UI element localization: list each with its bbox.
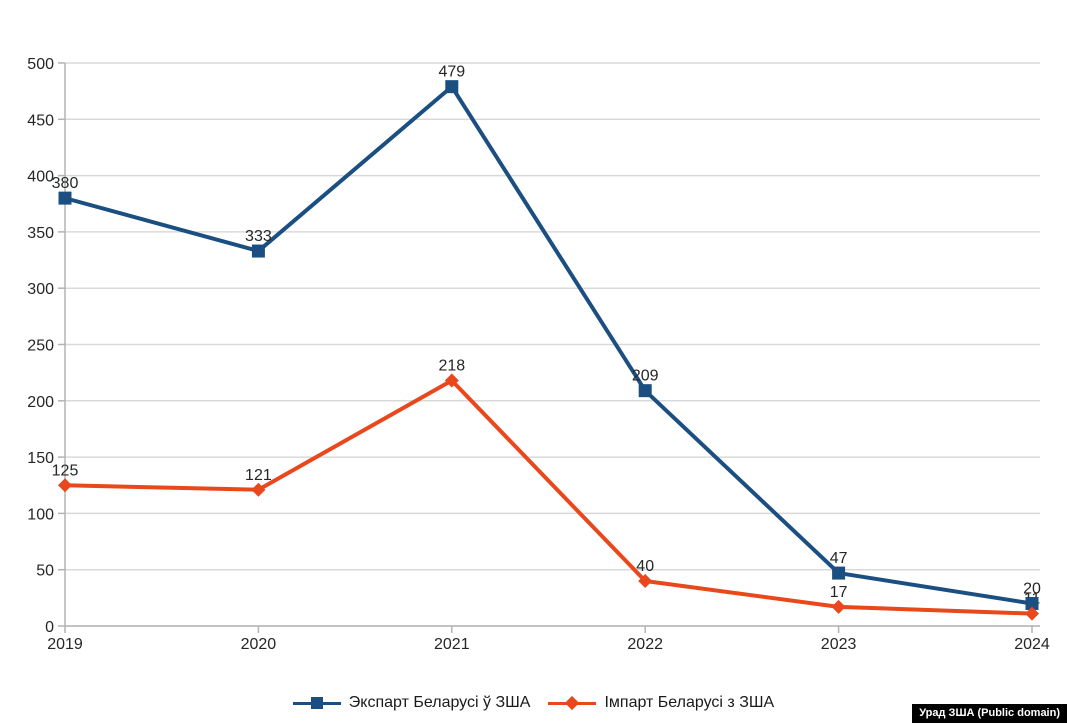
svg-text:2020: 2020 xyxy=(241,636,277,653)
legend-item-export: Экспарт Беларусі ў ЗША xyxy=(292,694,531,712)
svg-text:40: 40 xyxy=(636,558,654,575)
svg-text:150: 150 xyxy=(27,450,54,467)
chart-legend: Экспарт Беларусі ў ЗША Імпарт Беларусі з… xyxy=(0,694,1067,712)
svg-text:2024: 2024 xyxy=(1014,636,1050,653)
svg-text:2023: 2023 xyxy=(821,636,857,653)
svg-text:300: 300 xyxy=(27,281,54,298)
svg-text:20: 20 xyxy=(1023,580,1041,597)
legend-label-import: Імпарт Беларусі з ЗША xyxy=(604,694,775,711)
svg-text:209: 209 xyxy=(632,368,659,385)
blue-square-marker-icon xyxy=(292,695,341,711)
svg-text:47: 47 xyxy=(830,550,848,567)
svg-text:2022: 2022 xyxy=(627,636,663,653)
svg-text:450: 450 xyxy=(27,112,54,129)
svg-text:2021: 2021 xyxy=(434,636,470,653)
credit-badge: Урад ЗША (Public domain) xyxy=(912,704,1067,723)
orange-diamond-marker-icon xyxy=(548,695,597,711)
svg-text:200: 200 xyxy=(27,394,54,411)
svg-text:500: 500 xyxy=(27,56,54,73)
svg-text:380: 380 xyxy=(52,175,79,192)
svg-text:350: 350 xyxy=(27,225,54,242)
svg-text:218: 218 xyxy=(438,358,465,375)
svg-text:400: 400 xyxy=(27,169,54,186)
svg-text:121: 121 xyxy=(245,467,272,484)
svg-text:17: 17 xyxy=(830,584,848,601)
svg-text:2019: 2019 xyxy=(47,636,83,653)
svg-text:100: 100 xyxy=(27,506,54,523)
svg-text:50: 50 xyxy=(36,563,54,580)
svg-text:0: 0 xyxy=(45,619,54,636)
legend-label-export: Экспарт Беларусі ў ЗША xyxy=(348,694,531,711)
svg-text:333: 333 xyxy=(245,228,272,245)
svg-text:250: 250 xyxy=(27,338,54,355)
legend-item-import: Імпарт Беларусі з ЗША xyxy=(548,694,774,712)
svg-text:125: 125 xyxy=(52,462,79,479)
svg-text:479: 479 xyxy=(438,64,465,81)
